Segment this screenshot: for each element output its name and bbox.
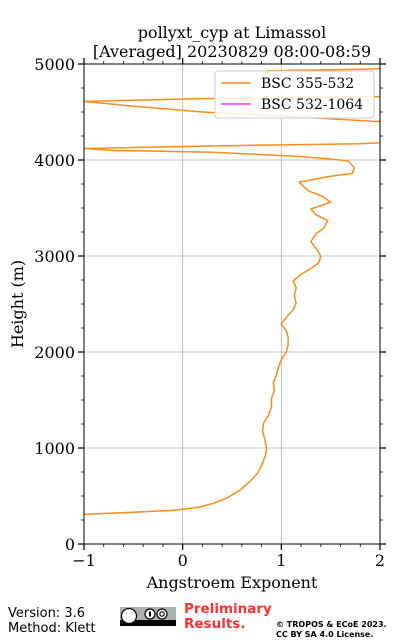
version-info: Version: 3.6 Method: Klett — [8, 606, 96, 636]
legend-label-bsc-355-532: BSC 355-532 — [261, 76, 354, 92]
preliminary-line-1: Preliminary — [184, 601, 272, 617]
x-tick-label: 0 — [178, 551, 188, 570]
y-tick-label: 2000 — [34, 343, 75, 362]
method-text: Method: Klett — [8, 621, 96, 636]
angstroem-profile-chart: pollyxt_cyp at Limassol [Averaged] 20230… — [8, 23, 386, 592]
cc-license-logo — [120, 607, 176, 626]
x-tick-label: 1 — [276, 551, 286, 570]
grid-lines — [83, 63, 381, 545]
version-text: Version: 3.6 — [8, 606, 85, 621]
legend-label-bsc-532-1064: BSC 532-1064 — [261, 97, 363, 113]
x-tick-label: −1 — [72, 551, 96, 570]
y-tick-label: 0 — [65, 535, 75, 554]
y-tick-label: 3000 — [34, 247, 75, 266]
preliminary-line-2: Results. — [184, 616, 246, 632]
chart-title: pollyxt_cyp at Limassol — [138, 23, 327, 42]
copyright-line-2: CC BY SA 4.0 License. — [276, 630, 374, 639]
x-axis-label: Angstroem Exponent — [146, 573, 318, 592]
plot-frame — [83, 63, 381, 545]
chart-subtitle: [Averaged] 20230829 08:00-08:59 — [93, 42, 371, 61]
series-line-top-0 — [266, 68, 380, 72]
preliminary-results-note: Preliminary Results. — [184, 602, 272, 632]
legend: BSC 355-532 BSC 532-1064 — [214, 70, 375, 119]
copyright-notice: © TROPOS & ECoE 2023. CC BY SA 4.0 Licen… — [276, 620, 387, 640]
x-tick-label: 2 — [375, 551, 385, 570]
y-tick-label: 4000 — [34, 151, 75, 170]
series-line-0 — [84, 141, 380, 515]
copyright-line-1: © TROPOS & ECoE 2023. — [276, 620, 387, 629]
data-lines — [84, 68, 380, 515]
y-tick-label: 5000 — [34, 55, 75, 74]
y-tick-label: 1000 — [34, 439, 75, 458]
legend-box — [214, 70, 375, 119]
y-axis-label: Height (m) — [8, 260, 27, 348]
